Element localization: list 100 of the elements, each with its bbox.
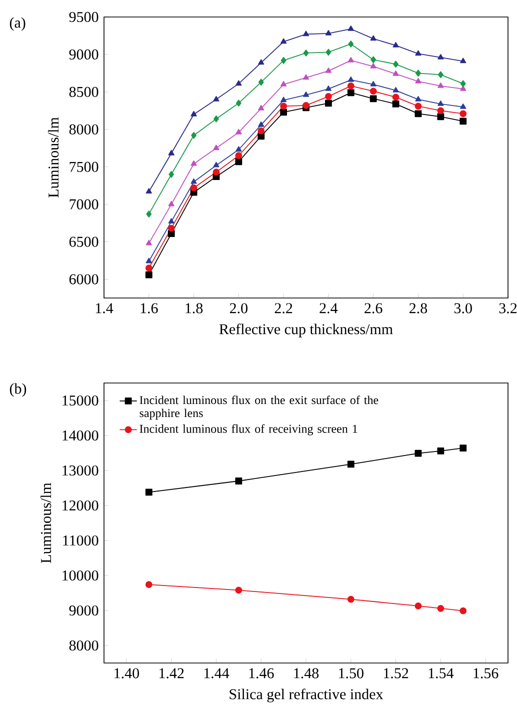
- y-tick-label: 8500: [69, 86, 98, 97]
- point: [236, 128, 242, 134]
- point: [302, 102, 310, 109]
- point: [460, 80, 466, 88]
- point: [280, 108, 288, 116]
- text: (a): [10, 17, 26, 31]
- x-tick-label: 2.2: [274, 303, 292, 314]
- point: [460, 58, 466, 64]
- point: [168, 224, 175, 232]
- y-tick-label: 6000: [69, 274, 98, 284]
- y-tick-label: 13000: [62, 465, 98, 476]
- point: [258, 104, 264, 110]
- point: [415, 78, 422, 84]
- point: [258, 121, 264, 127]
- point: [213, 162, 220, 168]
- point: [146, 210, 152, 218]
- point: [190, 184, 198, 192]
- point: [392, 86, 399, 92]
- point: [258, 127, 265, 134]
- point: [326, 48, 332, 56]
- y-axis-title: Luminous/lm: [48, 117, 59, 198]
- point: [168, 218, 174, 224]
- y-tick-label: 9500: [69, 12, 98, 22]
- point: [302, 30, 310, 36]
- point: [437, 447, 444, 454]
- point: [258, 78, 264, 86]
- point: [460, 607, 467, 614]
- point: [437, 107, 444, 114]
- x-tick-label: 1.52: [384, 668, 408, 678]
- point: [414, 102, 422, 110]
- point: [347, 460, 354, 468]
- point: [190, 110, 197, 116]
- point: [235, 586, 242, 594]
- point: [146, 188, 152, 194]
- y-tick-label: 10000: [62, 570, 98, 581]
- x-tick-label: 2.0: [230, 303, 248, 314]
- x-tick-label: 2.4: [320, 303, 338, 314]
- x-tick-label: 2.6: [364, 303, 382, 314]
- point: [414, 602, 422, 610]
- point: [280, 38, 287, 44]
- x-tick-label: 1.40: [114, 668, 139, 678]
- point: [438, 100, 444, 106]
- point: [145, 271, 152, 278]
- x-tick-label: 1.54: [428, 668, 454, 678]
- point: [370, 56, 376, 64]
- point: [236, 80, 242, 86]
- point: [347, 89, 354, 96]
- x-tick-label: 3.2: [499, 303, 517, 314]
- point: [325, 67, 332, 73]
- point: [236, 100, 242, 107]
- point: [438, 82, 444, 88]
- point: [146, 258, 152, 264]
- point: [348, 57, 354, 62]
- point: [370, 35, 376, 41]
- y-tick-label: 7500: [70, 162, 98, 172]
- point: [415, 50, 422, 56]
- point: [438, 54, 444, 60]
- point: [191, 132, 196, 139]
- x-tick-label: 2.8: [410, 303, 428, 314]
- point: [324, 92, 332, 100]
- point: [392, 94, 400, 101]
- x-tick-label: 1.50: [339, 668, 364, 678]
- x-axis-title: Reflective cup thickness/mm: [219, 324, 393, 338]
- y-tick-label: 6500: [69, 236, 98, 247]
- y-tick-label: 9000: [69, 605, 98, 616]
- y-tick-label: 9000: [69, 49, 98, 60]
- point: [348, 26, 354, 31]
- y-tick-label: 12000: [62, 500, 98, 511]
- point: [370, 88, 377, 95]
- point: [348, 40, 354, 48]
- point: [145, 581, 152, 588]
- point: [460, 103, 466, 109]
- x-axis-title: Silica gel refractive index: [230, 688, 384, 702]
- y-tick-label: 7000: [70, 199, 98, 210]
- x-tick-label: 1.6: [140, 303, 158, 314]
- y-tick-label: 8000: [69, 640, 98, 651]
- point: [460, 110, 467, 118]
- point: [303, 50, 309, 56]
- point: [370, 62, 376, 68]
- point: [236, 146, 242, 152]
- point: [460, 444, 467, 452]
- point: [414, 110, 422, 118]
- x-tick-label: 1.44: [204, 668, 230, 678]
- y-tick-label: 14000: [62, 430, 98, 441]
- point: [416, 70, 421, 77]
- point: [280, 96, 287, 102]
- y-tick-label: 8000: [69, 124, 98, 134]
- point: [145, 264, 152, 272]
- point: [392, 42, 399, 48]
- point: [145, 488, 152, 496]
- point: [168, 150, 174, 156]
- point: [438, 71, 444, 78]
- point: [168, 200, 174, 206]
- point: [437, 604, 444, 612]
- x-tick-label: 1.4: [96, 303, 114, 314]
- point: [146, 240, 152, 246]
- point: [190, 178, 197, 184]
- point: [415, 96, 422, 102]
- x-tick-label: 1.46: [249, 668, 274, 678]
- point: [168, 170, 174, 178]
